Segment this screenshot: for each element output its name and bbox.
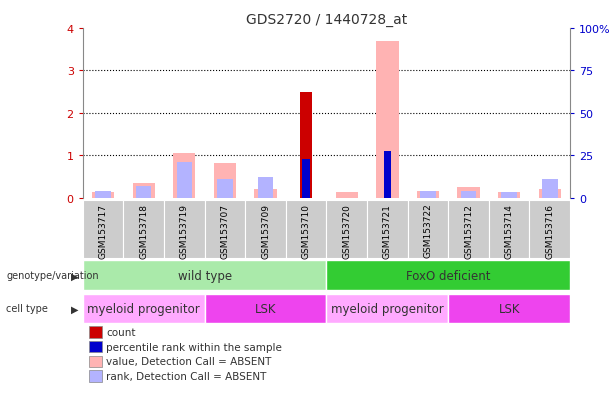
Text: FoxO deficient: FoxO deficient — [406, 269, 490, 282]
Text: count: count — [106, 327, 135, 337]
Bar — [367, 200, 408, 258]
Bar — [302, 159, 310, 198]
Text: GSM153716: GSM153716 — [546, 203, 554, 258]
Bar — [83, 294, 205, 324]
Text: GSM153710: GSM153710 — [302, 203, 311, 258]
Text: GSM153712: GSM153712 — [464, 203, 473, 258]
Bar — [461, 191, 476, 198]
Text: rank, Detection Call = ABSENT: rank, Detection Call = ABSENT — [106, 371, 267, 381]
Text: genotype/variation: genotype/variation — [6, 271, 99, 281]
Bar — [96, 192, 111, 198]
Bar — [136, 187, 151, 198]
Bar — [217, 179, 232, 198]
Bar — [205, 200, 245, 258]
Text: cell type: cell type — [6, 304, 48, 314]
Bar — [83, 200, 123, 258]
Text: percentile rank within the sample: percentile rank within the sample — [106, 342, 282, 352]
Text: GSM153722: GSM153722 — [424, 203, 432, 258]
Text: LSK: LSK — [498, 302, 520, 315]
Bar — [123, 200, 164, 258]
Bar — [408, 200, 448, 258]
Text: ▶: ▶ — [71, 304, 78, 314]
Title: GDS2720 / 1440728_at: GDS2720 / 1440728_at — [246, 12, 407, 26]
Text: value, Detection Call = ABSENT: value, Detection Call = ABSENT — [106, 356, 272, 367]
Text: GSM153720: GSM153720 — [342, 203, 351, 258]
Bar — [205, 294, 327, 324]
Bar — [417, 191, 439, 198]
Bar — [173, 154, 196, 198]
Bar — [327, 261, 570, 291]
Text: wild type: wild type — [178, 269, 232, 282]
Text: myeloid progenitor: myeloid progenitor — [331, 302, 444, 315]
Text: GSM153714: GSM153714 — [504, 203, 514, 258]
Text: GSM153709: GSM153709 — [261, 203, 270, 258]
Text: GSM153707: GSM153707 — [221, 203, 229, 258]
Text: ▶: ▶ — [71, 271, 78, 281]
Bar — [448, 200, 489, 258]
Bar — [421, 192, 436, 198]
Bar — [300, 93, 312, 198]
Bar — [498, 193, 520, 198]
Bar — [83, 261, 327, 291]
Text: myeloid progenitor: myeloid progenitor — [87, 302, 200, 315]
Text: LSK: LSK — [255, 302, 276, 315]
Bar — [448, 294, 570, 324]
Text: GSM153718: GSM153718 — [139, 203, 148, 258]
Bar — [254, 190, 276, 198]
Bar — [457, 188, 480, 198]
Bar — [542, 179, 557, 198]
Text: GSM153721: GSM153721 — [383, 203, 392, 258]
Bar — [530, 200, 570, 258]
Bar — [214, 164, 236, 198]
Bar — [384, 152, 391, 198]
Bar — [501, 193, 517, 198]
Bar — [327, 294, 448, 324]
Bar — [327, 200, 367, 258]
Bar — [258, 178, 273, 198]
Bar — [177, 162, 192, 198]
Bar — [92, 193, 114, 198]
Bar — [245, 200, 286, 258]
Bar — [164, 200, 205, 258]
Bar — [335, 193, 358, 198]
Text: GSM153717: GSM153717 — [99, 203, 107, 258]
Bar — [286, 200, 326, 258]
Bar — [376, 42, 398, 198]
Bar — [539, 190, 561, 198]
Bar — [132, 183, 155, 198]
Text: GSM153719: GSM153719 — [180, 203, 189, 258]
Bar — [489, 200, 530, 258]
